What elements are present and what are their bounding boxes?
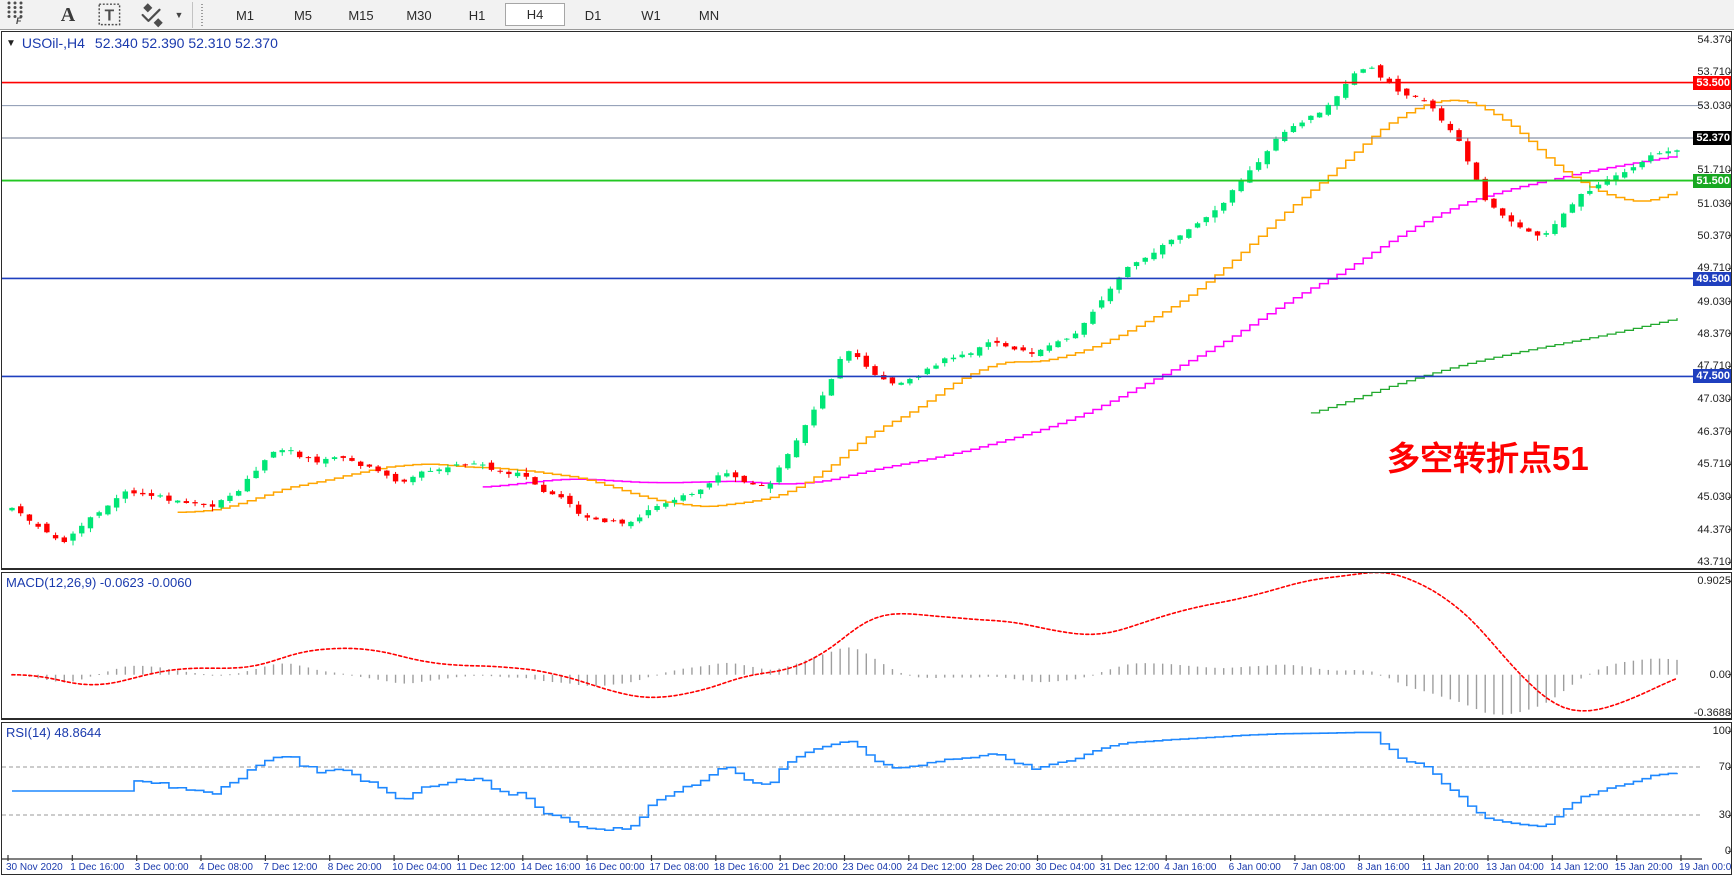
svg-text:T: T <box>105 7 115 24</box>
